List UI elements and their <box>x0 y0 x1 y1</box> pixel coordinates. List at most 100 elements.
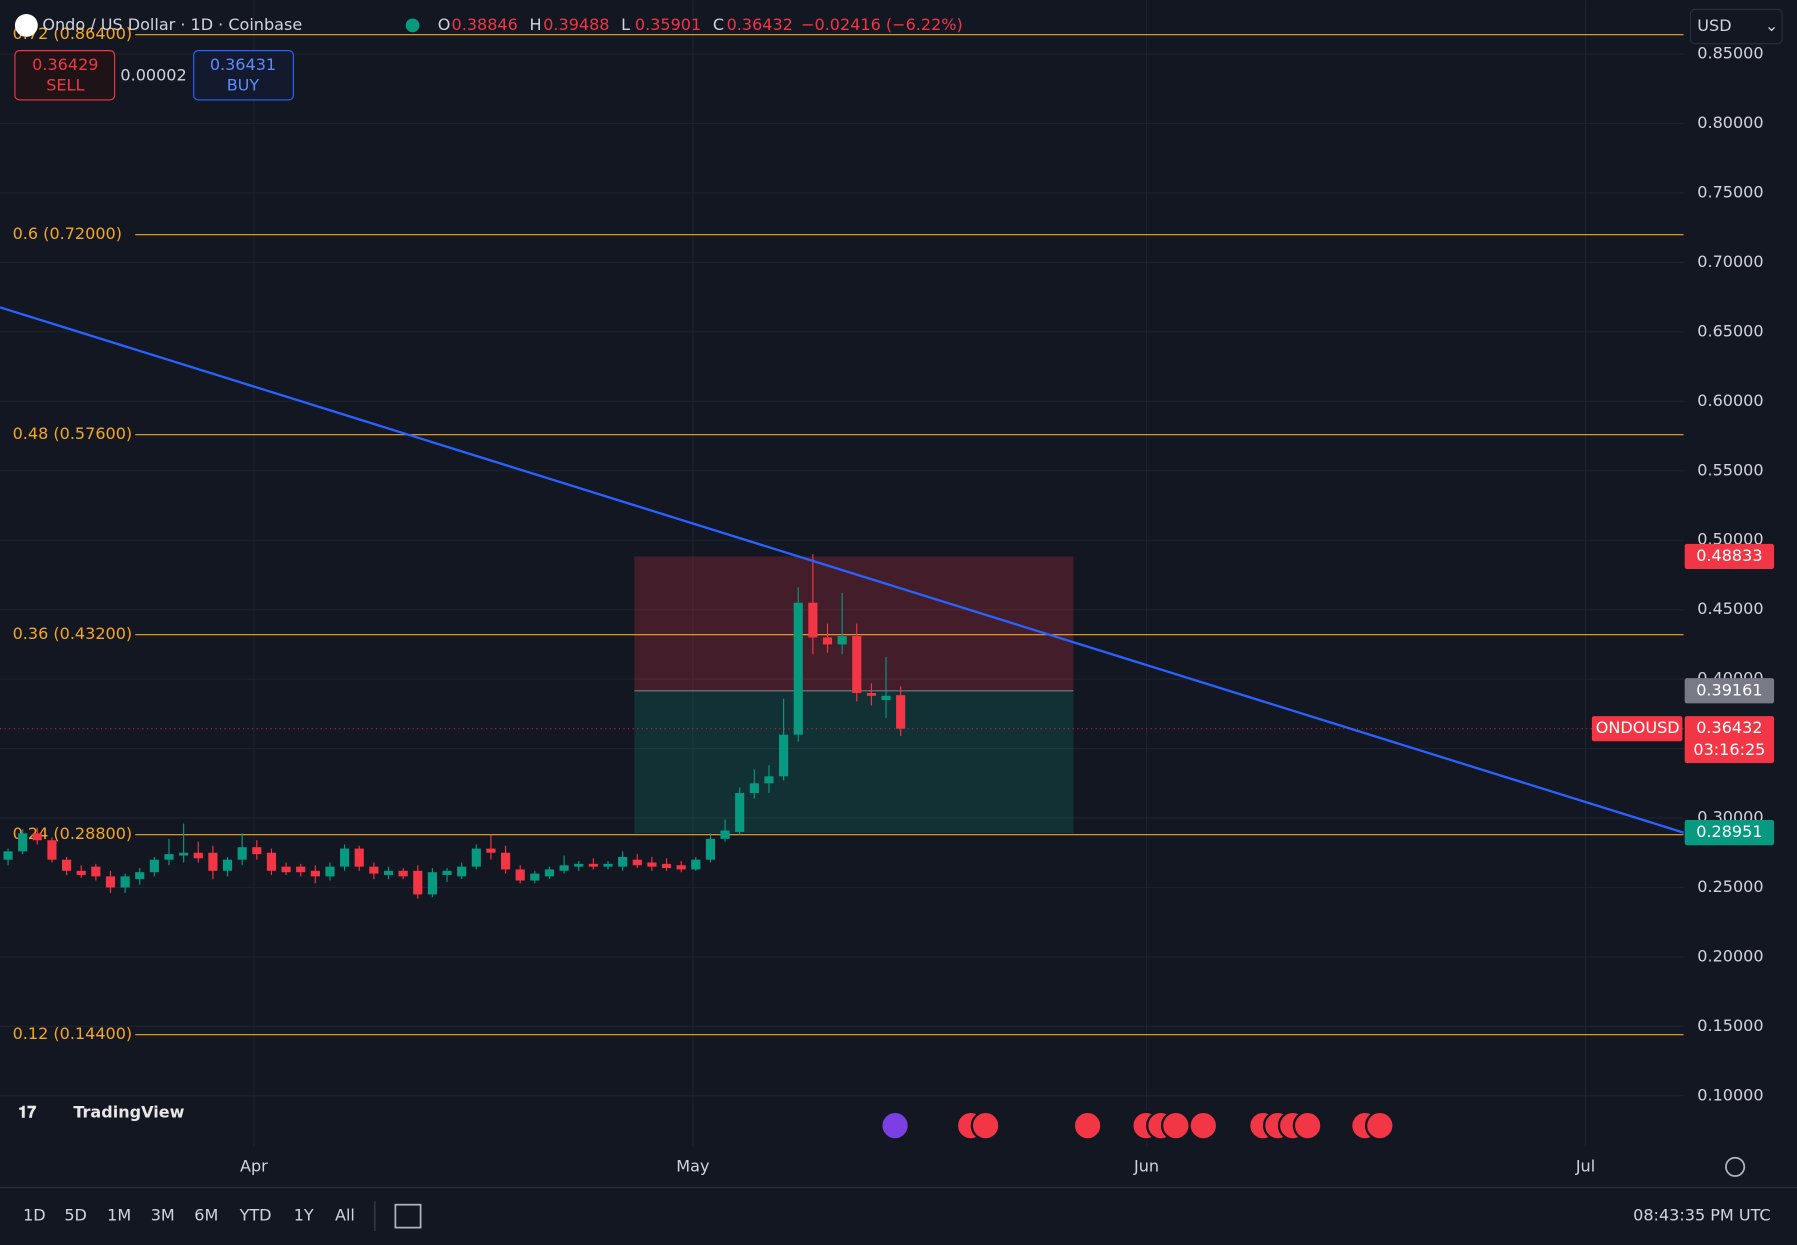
candle-body <box>559 865 569 871</box>
spread: 0.00002 <box>120 65 186 84</box>
buy-button[interactable] <box>193 50 294 101</box>
candle-body <box>193 852 203 859</box>
ohlc-value: 0.35901 <box>635 15 701 34</box>
buy-label: BUY <box>227 76 260 95</box>
candle-body <box>866 693 876 696</box>
symbol-tag-bg <box>1591 716 1683 742</box>
range-button[interactable]: 5D <box>64 1206 87 1225</box>
candle-body <box>237 847 247 860</box>
candle-body <box>720 830 730 839</box>
range-button[interactable]: YTD <box>239 1206 272 1225</box>
countdown: 03:16:25 <box>1693 740 1765 759</box>
range-button[interactable]: 1M <box>107 1206 131 1225</box>
candle-body <box>749 783 759 794</box>
level-label: 0.12 (0.14400) <box>13 1024 133 1043</box>
brand-mark: 𝟏𝟕 <box>18 1103 36 1122</box>
candle-body <box>632 859 642 866</box>
date-range-icon[interactable] <box>394 1203 422 1229</box>
candle-body <box>3 851 13 860</box>
symbol-icon <box>14 13 38 37</box>
sell-label: SELL <box>46 76 84 95</box>
currency-select[interactable] <box>1689 8 1783 45</box>
candle-body <box>310 870 320 877</box>
last-price-tag: 0.36432 <box>1696 718 1762 737</box>
y-tick-label: 0.15000 <box>1697 1016 1763 1035</box>
candle-body <box>208 852 218 871</box>
market-status <box>405 18 420 33</box>
level-label: 0.36 (0.43200) <box>13 624 133 643</box>
range-button[interactable]: All <box>335 1206 355 1225</box>
level-label: 0.24 (0.28800) <box>13 824 133 843</box>
y-tick-label: 0.80000 <box>1697 113 1763 132</box>
event-icon[interactable] <box>1364 1110 1395 1141</box>
entry-tag: 0.39161 <box>1696 680 1762 699</box>
event-icon[interactable] <box>1072 1110 1103 1141</box>
sell-price: 0.36429 <box>32 55 98 74</box>
ohlc-key: O <box>438 15 451 34</box>
candle-body <box>427 872 437 895</box>
candle-body <box>603 863 613 867</box>
candle-body <box>691 859 701 870</box>
candle-body <box>647 862 657 867</box>
candle-body <box>398 870 408 877</box>
buy-price: 0.36431 <box>210 55 276 74</box>
candle-body <box>705 838 716 860</box>
level-label: 0.72 (0.86400) <box>13 24 133 43</box>
ohlc-key: H <box>529 15 541 34</box>
clock: 08:43:35 PM UTC <box>1633 1206 1770 1225</box>
range-button[interactable]: 1Y <box>294 1206 314 1225</box>
symbol-tag: ONDOUSD <box>1596 718 1680 737</box>
candle-body <box>413 870 423 895</box>
event-icon[interactable] <box>1188 1110 1219 1141</box>
range-button[interactable]: 6M <box>194 1206 218 1225</box>
candle-body <box>515 869 525 881</box>
ohlc-value: 0.38846 <box>452 15 518 34</box>
candle-body <box>676 865 686 870</box>
x-tick-label: Jul <box>1575 1156 1595 1175</box>
brand: TradingView <box>73 1103 184 1122</box>
candle-body <box>105 876 116 888</box>
x-tick-label: May <box>676 1156 710 1175</box>
event-icon[interactable] <box>970 1110 1001 1141</box>
candle-body <box>47 840 57 860</box>
level-label: 0.48 (0.57600) <box>13 424 133 443</box>
candle-body <box>179 852 189 856</box>
candle-body <box>91 866 101 877</box>
trendline-tag: 0.28951 <box>1696 822 1762 841</box>
chevron: ⌄ <box>1765 16 1778 35</box>
candle-body <box>530 873 540 881</box>
ohlc-key: L <box>621 15 630 34</box>
candle-body <box>764 776 774 784</box>
candle-body <box>32 833 42 841</box>
entry-tag-bg <box>1684 678 1775 704</box>
range-buttons: 1D 5D 1M 3M 6M YTD 1Y All <box>23 1206 355 1225</box>
candle-body <box>735 793 745 832</box>
sell-button[interactable] <box>14 50 116 101</box>
y-tick-label: 0.20000 <box>1697 946 1763 965</box>
y-tick-label: 0.55000 <box>1697 460 1763 479</box>
y-tick-label: 0.85000 <box>1697 44 1763 63</box>
event-icon[interactable] <box>1160 1110 1191 1141</box>
event-icon[interactable] <box>880 1110 910 1141</box>
range-button[interactable]: 1D <box>23 1206 46 1225</box>
candle-body <box>574 863 584 867</box>
candle-body <box>588 863 598 867</box>
event-icon[interactable] <box>1292 1110 1323 1141</box>
candle-body <box>544 869 555 877</box>
candle-body <box>442 870 452 875</box>
last-price-tag-bg <box>1684 716 1775 764</box>
candle-body <box>486 848 496 853</box>
candle-body <box>661 863 672 869</box>
range-button[interactable]: 3M <box>151 1206 175 1225</box>
candle-body <box>793 602 803 735</box>
stop-tag: 0.48833 <box>1696 546 1762 565</box>
candle-body <box>852 636 862 694</box>
ohlc-key: C <box>713 15 724 34</box>
title: Ondo / US Dollar · 1D · Coinbase <box>42 15 302 34</box>
y-tick-label: 0.10000 <box>1697 1085 1763 1104</box>
trendline-tag-bg <box>1684 819 1775 846</box>
settings-icon[interactable] <box>1725 1156 1746 1177</box>
currency: USD <box>1697 16 1731 35</box>
